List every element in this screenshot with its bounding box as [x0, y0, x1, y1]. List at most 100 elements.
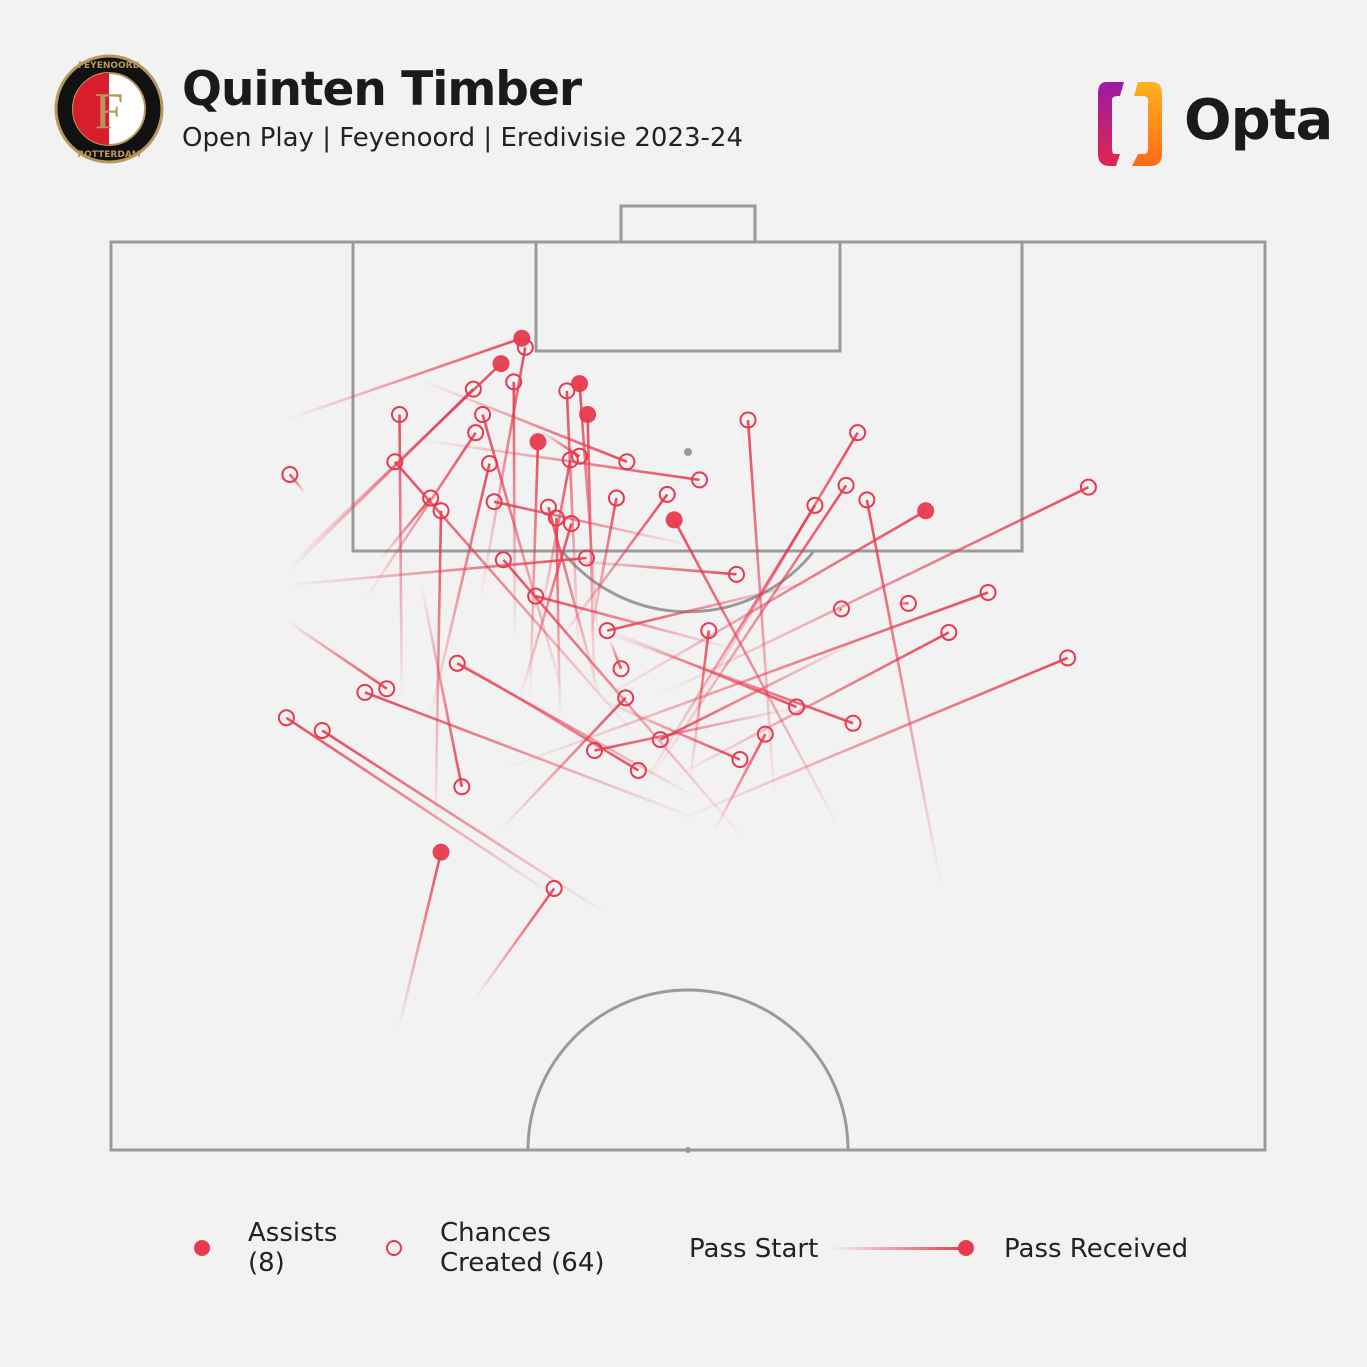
- assist-pass-received-marker: [917, 502, 935, 520]
- chance-pass-received-marker: [448, 654, 466, 672]
- chance-pass-line: [363, 431, 477, 601]
- chance-pass-received-marker: [617, 689, 635, 707]
- crest-letter: F: [95, 83, 124, 140]
- chance-pass-received-marker: [281, 465, 299, 483]
- chance-pass-received-marker: [691, 471, 709, 489]
- chance-pass-line: [518, 523, 573, 700]
- chance-pass-received-marker: [607, 489, 625, 507]
- chance-pass-received-marker: [651, 731, 669, 749]
- chance-pass-line: [588, 497, 618, 640]
- pass-markers: [277, 329, 1097, 897]
- chance-pass-received-marker: [474, 406, 492, 424]
- assist-pass-line: [397, 851, 443, 1031]
- chance-pass-received-marker: [571, 447, 589, 465]
- chance-pass-received-marker: [586, 741, 604, 759]
- assist-pass-line: [288, 362, 502, 567]
- legend-assists: Assists (8): [248, 1218, 337, 1278]
- chance-pass-received-marker: [539, 498, 557, 516]
- chance-pass-received-marker: [545, 879, 563, 897]
- chance-pass-received-marker: [658, 485, 676, 503]
- crest-text-top: FEYENOORD: [78, 61, 140, 71]
- legend-chances-count: Created (64): [440, 1248, 605, 1278]
- legend-pass-line: [830, 1247, 966, 1250]
- chance-pass-received-marker: [313, 722, 331, 740]
- chance-pass-received-marker: [787, 698, 805, 716]
- pitch-markings: [109, 204, 1267, 1152]
- chance-pass-received-marker: [561, 451, 579, 469]
- legend-pass-start: Pass Start: [689, 1234, 819, 1264]
- legend: [194, 1240, 974, 1256]
- chance-pass-received-marker: [577, 549, 595, 567]
- chance-pass-line: [284, 618, 388, 690]
- chance-pass-received-marker: [562, 514, 580, 532]
- chance-pass-received-marker: [806, 496, 824, 514]
- chance-pass-received-marker: [481, 455, 499, 473]
- chance-pass-received-marker: [832, 600, 850, 618]
- chance-pass-line: [558, 493, 669, 641]
- chance-pass-received-marker: [727, 565, 745, 583]
- chance-pass-line: [378, 497, 432, 561]
- chance-pass-line: [689, 630, 711, 780]
- chance-pass-line: [599, 629, 854, 725]
- pass-lines: [284, 337, 1090, 1031]
- chance-pass-line: [473, 887, 556, 1001]
- assist-pass-received-marker: [665, 511, 683, 529]
- chance-pass-received-marker: [1059, 649, 1077, 667]
- chance-pass-received-marker: [739, 411, 757, 429]
- assist-pass-received-marker: [432, 843, 450, 861]
- chance-pass-line: [364, 691, 701, 821]
- subtitle: Open Play | Feyenoord | Eredivisie 2023-…: [182, 123, 743, 153]
- assist-pass-line: [284, 337, 523, 422]
- assist-pass-line: [528, 441, 540, 700]
- chance-pass-received-marker: [467, 424, 485, 442]
- chance-pass-received-marker: [558, 382, 576, 400]
- chance-pass-received-marker: [391, 406, 408, 424]
- assist-pass-line: [586, 414, 596, 700]
- chance-pass-line: [420, 438, 700, 482]
- chance-pass-line: [285, 716, 561, 901]
- chance-pass-received-marker: [422, 489, 440, 507]
- chance-pass-received-marker: [940, 623, 958, 641]
- center-spot: [685, 1147, 691, 1153]
- pitch-outline: [109, 240, 1267, 1152]
- chance-pass-line: [493, 500, 691, 547]
- assist-pass-line: [673, 519, 842, 831]
- chance-pass-line: [419, 378, 628, 463]
- chance-pass-line: [606, 578, 820, 632]
- chance-pass-line: [454, 658, 640, 772]
- chance-pass-line: [713, 733, 767, 831]
- chance-pass-line: [539, 459, 572, 620]
- chance-pass-line: [649, 485, 1090, 701]
- legend-chances: Chances Created (64): [440, 1218, 605, 1278]
- opta-wordmark: Opta: [1184, 88, 1333, 153]
- legend-pass-received: Pass Received: [1004, 1234, 1189, 1264]
- six-yard-box: [534, 240, 842, 353]
- chance-pass-received-marker: [899, 594, 917, 612]
- chance-pass-received-marker: [277, 709, 295, 727]
- legend-assists-label: Assists: [248, 1218, 338, 1248]
- goal: [619, 204, 757, 244]
- legend-assist-marker: [194, 1240, 210, 1256]
- chance-pass-received-marker: [858, 491, 876, 509]
- legend-pass-received-marker: [958, 1240, 974, 1256]
- legend-chances-label: Chances: [440, 1218, 551, 1248]
- penalty-spot: [684, 448, 692, 456]
- chance-pass-line: [599, 698, 741, 761]
- chance-pass-received-marker: [849, 424, 867, 442]
- chance-pass-line: [865, 499, 944, 891]
- chance-pass-line: [608, 639, 623, 670]
- player-name-title: Quinten Timber: [182, 62, 582, 117]
- legend-assists-count: (8): [248, 1248, 285, 1278]
- assist-pass-line: [599, 509, 927, 701]
- chance-pass-received-marker: [485, 493, 503, 511]
- chance-pass-received-marker: [505, 373, 523, 391]
- chance-pass-received-marker: [837, 476, 855, 494]
- chance-pass-received-marker: [464, 380, 482, 398]
- chance-pass-line: [418, 579, 464, 788]
- chance-pass-line: [499, 591, 989, 772]
- assist-pass-received-marker: [579, 406, 597, 424]
- chance-pass-line: [559, 558, 737, 576]
- chance-pass-received-marker: [756, 725, 774, 743]
- chance-pass-line: [679, 656, 1069, 821]
